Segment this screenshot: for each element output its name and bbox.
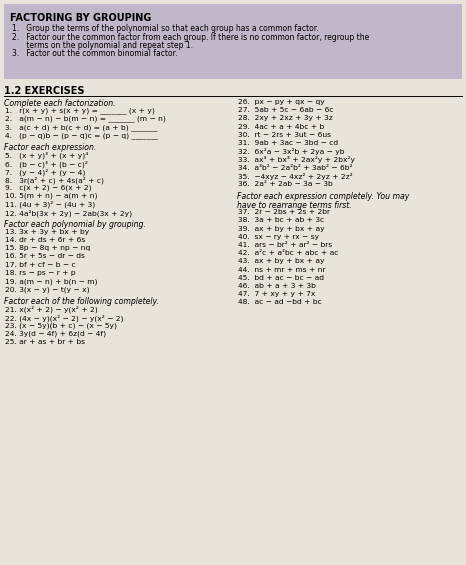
Text: 13. 3x + 3y + bx + by: 13. 3x + 3y + bx + by [5,229,89,235]
Text: 33.  ax³ + bx³ + 2ax²y + 2bx²y: 33. ax³ + bx³ + 2ax²y + 2bx²y [238,157,355,163]
Text: 7.   (y − 4)² + (y − 4): 7. (y − 4)² + (y − 4) [5,168,85,176]
Text: 3.   Factor out the common binomial factor.: 3. Factor out the common binomial factor… [12,50,178,59]
Text: 38.  3a + bc + ab + 3c: 38. 3a + bc + ab + 3c [238,218,324,223]
Text: 31.  9ab + 3ac − 3bd − cd: 31. 9ab + 3ac − 3bd − cd [238,140,338,146]
Text: 22. (4x − y)(x² − 2) − y(x² − 2): 22. (4x − y)(x² − 2) − y(x² − 2) [5,314,123,321]
Text: 23. (x − 5y)(b + c) − (x − 5y): 23. (x − 5y)(b + c) − (x − 5y) [5,323,117,329]
Text: 16. 5r + 5s − dr − ds: 16. 5r + 5s − dr − ds [5,254,85,259]
Text: 14. dr + ds + 6r + 6s: 14. dr + ds + 6r + 6s [5,237,85,243]
Text: 37.  2r − 2bs + 2s + 2br: 37. 2r − 2bs + 2s + 2br [238,209,330,215]
Text: FACTORING BY GROUPING: FACTORING BY GROUPING [10,13,151,23]
Text: 1.   Group the terms of the polynomial so that each group has a common factor.: 1. Group the terms of the polynomial so … [12,24,319,33]
Text: 4.   (p − q)b − (p − q)c = (p − q) _______: 4. (p − q)b − (p − q)c = (p − q) _______ [5,132,158,139]
Text: 9.   c(x + 2) − 6(x + 2): 9. c(x + 2) − 6(x + 2) [5,185,92,191]
Text: Factor each polynomial by grouping.: Factor each polynomial by grouping. [4,220,146,229]
Text: 11. (4u + 3)² − (4u + 3): 11. (4u + 3)² − (4u + 3) [5,201,95,208]
Text: 8.   3r(a² + c) + 4s(a² + c): 8. 3r(a² + c) + 4s(a² + c) [5,176,104,184]
Text: 20. 3(x − y) − t(y − x): 20. 3(x − y) − t(y − x) [5,286,89,293]
Text: 48.  ac − ad −bd + bc: 48. ac − ad −bd + bc [238,299,322,306]
Text: 6.   (b − c)³ + (b − c)²: 6. (b − c)³ + (b − c)² [5,160,88,167]
Text: 24. 3y(d − 4f) + 6z(d − 4f): 24. 3y(d − 4f) + 6z(d − 4f) [5,331,106,337]
Text: 28.  2xy + 2xz + 3y + 3z: 28. 2xy + 2xz + 3y + 3z [238,115,333,121]
Text: 1.2 EXERCISES: 1.2 EXERCISES [4,86,84,96]
FancyBboxPatch shape [4,4,462,79]
Text: 26.  px − py + qx − qy: 26. px − py + qx − qy [238,99,325,105]
Text: 40.  sx − ry + rx − sy: 40. sx − ry + rx − sy [238,234,319,240]
Text: 2.   Factor our the common factor from each group. If there is no common factor,: 2. Factor our the common factor from eac… [12,33,369,41]
Text: 43.  ax + by + bx + ay: 43. ax + by + bx + ay [238,258,324,264]
Text: 10. 5(m + n) − a(m + n): 10. 5(m + n) − a(m + n) [5,193,97,199]
Text: 12. 4a²b(3x + 2y) − 2ab(3x + 2y): 12. 4a²b(3x + 2y) − 2ab(3x + 2y) [5,209,132,217]
Text: 3.   a(c + d) + b(c + d) = (a + b) _______: 3. a(c + d) + b(c + d) = (a + b) _______ [5,124,158,131]
Text: 47.  7 + xy + y + 7x: 47. 7 + xy + y + 7x [238,291,315,297]
Text: 44.  ns + mr + ms + nr: 44. ns + mr + ms + nr [238,267,325,272]
Text: 27.  5ab + 5c − 6ab − 6c: 27. 5ab + 5c − 6ab − 6c [238,107,334,113]
Text: 30.  rt − 2rs + 3ut − 6us: 30. rt − 2rs + 3ut − 6us [238,132,331,138]
Text: Complete each factorization.: Complete each factorization. [4,99,116,108]
Text: 19. a(m − n) + b(n − m): 19. a(m − n) + b(n − m) [5,278,97,285]
Text: 42.  a²c + a²bc + abc + ac: 42. a²c + a²bc + abc + ac [238,250,338,256]
Text: have to rearrange terms first.: have to rearrange terms first. [237,201,352,210]
Text: 29.  4ac + a + 4bc + b: 29. 4ac + a + 4bc + b [238,124,324,129]
Text: Factor each of the following completely.: Factor each of the following completely. [4,298,159,306]
Text: 1.   r(x + y) + s(x + y) = _______ (x + y): 1. r(x + y) + s(x + y) = _______ (x + y) [5,107,155,114]
Text: 18. rs − ps − r + p: 18. rs − ps − r + p [5,270,75,276]
Text: 32.  6x²a − 3x²b + 2ya − yb: 32. 6x²a − 3x²b + 2ya − yb [238,148,344,155]
Text: terms on the polynomial and repeat step 1.: terms on the polynomial and repeat step … [12,41,193,50]
Text: Factor each expression completely. You may: Factor each expression completely. You m… [237,192,409,201]
Text: 2.   a(m − n) − b(m − n) = _______ (m − n): 2. a(m − n) − b(m − n) = _______ (m − n) [5,116,166,123]
Text: 34.  a³b² − 2a²b² + 3ab² − 6b²: 34. a³b² − 2a²b² + 3ab² − 6b² [238,164,352,171]
Text: Factor each expression.: Factor each expression. [4,144,96,153]
Text: 15. 8p − 8q + np − nq: 15. 8p − 8q + np − nq [5,245,90,251]
Text: 41.  ars − br² + ar² − brs: 41. ars − br² + ar² − brs [238,242,332,248]
Text: 36.  2a² + 2ab − 3a − 3b: 36. 2a² + 2ab − 3a − 3b [238,181,333,187]
Text: 5.   (x + y)³ + (x + y)⁴: 5. (x + y)³ + (x + y)⁴ [5,152,88,159]
Text: 21. x(x² + 2) − y(x² + 2): 21. x(x² + 2) − y(x² + 2) [5,306,98,314]
Text: 39.  ax + by + bx + ay: 39. ax + by + bx + ay [238,225,325,232]
Text: 46.  ab + a + 3 + 3b: 46. ab + a + 3 + 3b [238,283,316,289]
Text: 17. bf + cf − b − c: 17. bf + cf − b − c [5,262,75,268]
Text: 25. ar + as + br + bs: 25. ar + as + br + bs [5,339,85,345]
Text: 35.  −4xyz − 4xz² + 2yz + 2z²: 35. −4xyz − 4xz² + 2yz + 2z² [238,173,353,180]
Text: 45.  bd + ac − bc − ad: 45. bd + ac − bc − ad [238,275,324,281]
